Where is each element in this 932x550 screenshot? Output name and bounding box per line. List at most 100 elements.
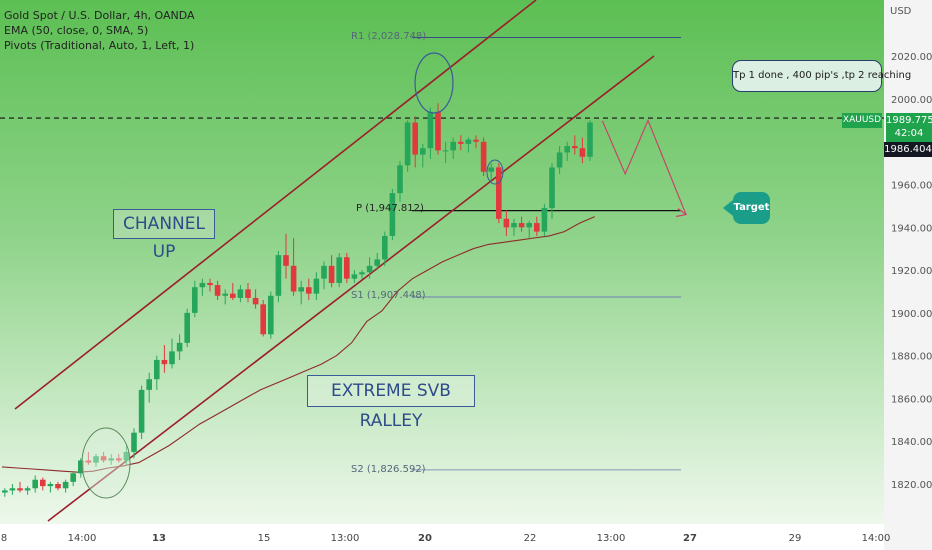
candle [100,451,107,463]
price-tick-label: 2000.000 [891,95,932,106]
candle [17,481,23,493]
candle [579,137,586,164]
candle-body [24,488,31,491]
candle [62,479,69,493]
candle [47,481,54,493]
candle [260,300,266,337]
candle [587,120,593,162]
pivot-p-label: P (1,947.812) [356,203,424,214]
candle [123,445,130,465]
candle-body [55,484,61,489]
candle [192,280,198,318]
candle [237,285,244,303]
candle-body [207,282,213,286]
time-tick-label: 13:00 [597,533,626,544]
legend-ema: EMA (50, close, 0, SMA, 5) [4,24,149,37]
candle-body [458,141,464,144]
candle-body [374,259,380,266]
candle-body [306,287,312,294]
candle [116,454,122,463]
candle-body [237,289,244,298]
candle-body [260,304,266,335]
price-tick-label: 1960.000 [891,181,932,192]
candle-body [518,223,525,228]
currency-label: USD [890,6,912,17]
legend-pivots: Pivots (Traditional, Auto, 1, Left, 1) [4,39,195,52]
candle [78,458,84,478]
candle [154,355,160,390]
candle [488,163,494,181]
candle [161,344,168,373]
candle [283,233,289,279]
candle [275,250,282,303]
time-tick-label: 8 [1,533,7,544]
candle [207,278,213,292]
candle [230,282,236,301]
candle [382,231,388,266]
candle [404,120,411,172]
candle-body [382,235,388,260]
candle [503,210,510,236]
candle-body [473,139,479,142]
candle-body [465,139,472,144]
candle-body [169,351,175,365]
candle [518,216,525,232]
candle [2,488,8,497]
candle-body [420,148,426,155]
candle-body [397,165,403,194]
candle-body [290,265,297,292]
candle [427,107,434,159]
candle [199,278,206,296]
top-circle-marker [414,52,454,114]
candle [131,428,137,459]
candle-body [283,255,289,266]
candle-body [359,272,365,275]
projection-arrowhead [675,208,688,218]
time-tick-label: 29 [789,533,802,544]
price-tick-label: 1820.000 [891,480,932,491]
candle-body [427,111,434,149]
time-tick-label: 20 [418,533,432,544]
candle-body [70,473,76,482]
time-axis-background [0,524,884,550]
candle [511,218,517,236]
tp-note: Tp 1 done , 400 pip's ,tp 2 reaching [732,60,911,92]
candle [32,475,38,493]
candle [541,203,548,236]
candle-body [192,287,198,313]
candle [359,270,365,279]
candle-body [108,458,114,461]
candle [306,278,312,301]
candle-body [480,141,487,172]
candle [534,216,540,236]
candle-body [412,122,418,155]
candle-body [47,484,54,487]
channel-lower-line [47,55,655,522]
candle-body [245,289,251,298]
candle [397,161,403,202]
candle-body [450,141,456,151]
candle-body [62,481,69,489]
candle [55,481,61,491]
candle [442,141,449,164]
candle [93,454,99,467]
legend-symbol: Gold Spot / U.S. Dollar, 4h, OANDA [4,9,195,22]
candle-body [442,150,449,152]
candle-body [336,257,342,283]
candle-body [17,488,23,491]
candle-body [138,389,145,433]
candle-body [100,456,107,461]
candle [473,135,479,149]
current-price-value: 1989.775 [886,115,932,126]
candle-body [32,479,38,489]
candle [572,135,578,155]
candle-body [184,312,190,343]
candle [290,238,297,296]
candle [146,372,152,403]
candle-body [268,295,274,335]
candle-body [549,167,555,209]
candle-body [328,265,335,283]
candle [313,272,320,301]
candle-body [275,255,282,296]
